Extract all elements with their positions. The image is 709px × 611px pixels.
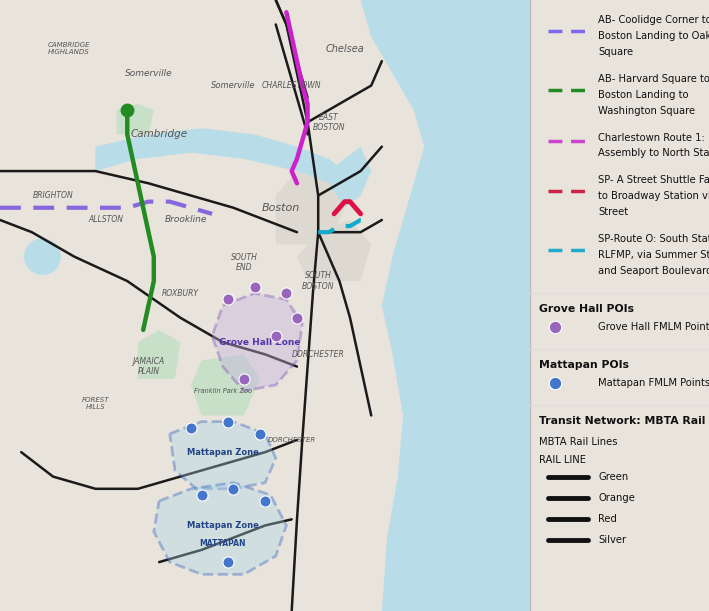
Text: Charlestown Route 1:: Charlestown Route 1:: [598, 133, 705, 142]
Polygon shape: [154, 483, 286, 574]
Polygon shape: [96, 128, 345, 183]
Text: to Broadway Station via A: to Broadway Station via A: [598, 191, 709, 201]
Text: Assembly to North Station: Assembly to North Station: [598, 148, 709, 158]
Text: Silver: Silver: [598, 535, 626, 544]
Text: Mattapan Zone: Mattapan Zone: [186, 521, 259, 530]
Polygon shape: [276, 171, 345, 244]
Text: AB- Coolidge Corner to: AB- Coolidge Corner to: [598, 15, 709, 25]
Text: EAST
BOSTON: EAST BOSTON: [313, 112, 345, 132]
Polygon shape: [191, 354, 260, 415]
Text: Orange: Orange: [598, 493, 635, 503]
Text: and Seaport Boulevard: and Seaport Boulevard: [598, 266, 709, 276]
Polygon shape: [361, 0, 530, 611]
Text: ALLSTON: ALLSTON: [89, 216, 123, 224]
Text: Mattapan FMLM Points: Mattapan FMLM Points: [598, 378, 709, 388]
Polygon shape: [212, 293, 302, 391]
Polygon shape: [169, 422, 276, 489]
Text: MATTAPAN: MATTAPAN: [199, 540, 246, 548]
Text: DORCHESTER: DORCHESTER: [292, 350, 345, 359]
Text: Boston: Boston: [262, 203, 300, 213]
Text: Boston Landing to: Boston Landing to: [598, 90, 688, 100]
Text: RAIL LINE: RAIL LINE: [540, 455, 586, 465]
Text: Brookline: Brookline: [164, 216, 207, 224]
Text: SP- A Street Shuttle Fan Pier: SP- A Street Shuttle Fan Pier: [598, 175, 709, 185]
Text: DORCHESTER: DORCHESTER: [267, 437, 316, 443]
Text: MBTA Rail Lines: MBTA Rail Lines: [540, 437, 618, 447]
Polygon shape: [0, 0, 530, 611]
Polygon shape: [329, 147, 372, 208]
Text: Mattapan POIs: Mattapan POIs: [540, 360, 630, 370]
Text: Grove Hall FMLM Points: Grove Hall FMLM Points: [598, 322, 709, 332]
Text: CHARLESTOWN: CHARLESTOWN: [262, 81, 321, 90]
Text: Green: Green: [598, 472, 628, 482]
Polygon shape: [297, 220, 372, 281]
Text: RLFMP, via Summer Street: RLFMP, via Summer Street: [598, 250, 709, 260]
Text: Washington Square: Washington Square: [598, 106, 696, 115]
Text: FOREST
HILLS: FOREST HILLS: [82, 397, 109, 410]
Text: Square: Square: [598, 47, 633, 57]
Text: Somerville: Somerville: [125, 69, 172, 78]
Text: Cambridge: Cambridge: [130, 130, 188, 139]
Text: CAMBRIDGE
HIGHLANDS: CAMBRIDGE HIGHLANDS: [48, 42, 90, 56]
Text: Grove Hall POIs: Grove Hall POIs: [540, 304, 635, 313]
Text: BRIGHTON: BRIGHTON: [33, 191, 74, 200]
Ellipse shape: [24, 238, 61, 275]
Text: Somerville: Somerville: [211, 81, 256, 90]
Text: Boston Landing to Oak: Boston Landing to Oak: [598, 31, 709, 41]
Polygon shape: [138, 330, 180, 379]
Text: Chelsea: Chelsea: [325, 44, 364, 54]
Text: Franklin Park Zoo: Franklin Park Zoo: [194, 388, 252, 394]
Text: Red: Red: [598, 514, 617, 524]
Text: Grove Hall Zone: Grove Hall Zone: [219, 338, 301, 346]
Text: Street: Street: [598, 207, 628, 217]
Text: AB- Harvard Square to: AB- Harvard Square to: [598, 74, 709, 84]
Polygon shape: [291, 189, 313, 208]
Text: Transit Network: MBTA Rail Lines: Transit Network: MBTA Rail Lines: [540, 416, 709, 426]
Text: ROXBURY: ROXBURY: [162, 289, 199, 298]
Text: SP-Route O: South Station to: SP-Route O: South Station to: [598, 234, 709, 244]
Text: JAMAICA
PLAIN: JAMAICA PLAIN: [133, 357, 164, 376]
Text: SOUTH
END: SOUTH END: [230, 253, 257, 273]
Polygon shape: [117, 104, 154, 134]
Text: Mattapan Zone: Mattapan Zone: [186, 448, 259, 456]
Text: SOUTH
BOSTON: SOUTH BOSTON: [302, 271, 335, 291]
